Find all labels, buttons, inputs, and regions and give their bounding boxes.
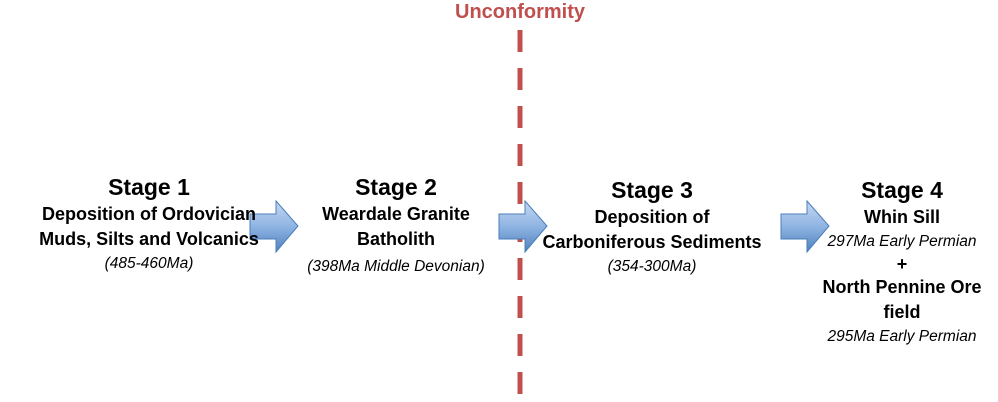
stage-title: Stage 3 (611, 177, 693, 203)
stage-description: Weardale Granite Batholith (322, 204, 470, 249)
stage-title: Stage 1 (108, 174, 190, 200)
stage-description: Deposition of Ordovician Muds, Silts and… (39, 204, 259, 249)
stage-3: Stage 3 Deposition of Carboniferous Sedi… (532, 175, 772, 278)
stage-description-secondary: North Pennine Ore field (822, 277, 982, 322)
stage-2: Stage 2 Weardale Granite Batholith (398M… (283, 172, 509, 278)
stage-date: 297Ma Early Permian (827, 233, 977, 250)
stage-4: Stage 4 Whin Sill 297Ma Early Permian + … (806, 175, 998, 348)
stage-1: Stage 1 Deposition of Ordovician Muds, S… (0, 172, 298, 275)
right-arrow-icon (498, 199, 548, 254)
stage-date: (398Ma Middle Devonian) (307, 258, 485, 275)
stage-title: Stage 2 (355, 174, 437, 200)
right-arrow-icon (780, 199, 830, 254)
stage-date-secondary: 295Ma Early Permian (827, 328, 977, 345)
stage-description: Deposition of Carboniferous Sediments (542, 207, 762, 252)
plus-sign: + (896, 254, 908, 274)
right-arrow-icon (249, 199, 299, 254)
stage-date: (485-460Ma) (104, 255, 194, 272)
unconformity-label: Unconformity (455, 1, 585, 23)
stage-date: (354-300Ma) (607, 258, 697, 275)
stage-description: Whin Sill (864, 207, 940, 227)
stage-title: Stage 4 (861, 177, 943, 203)
